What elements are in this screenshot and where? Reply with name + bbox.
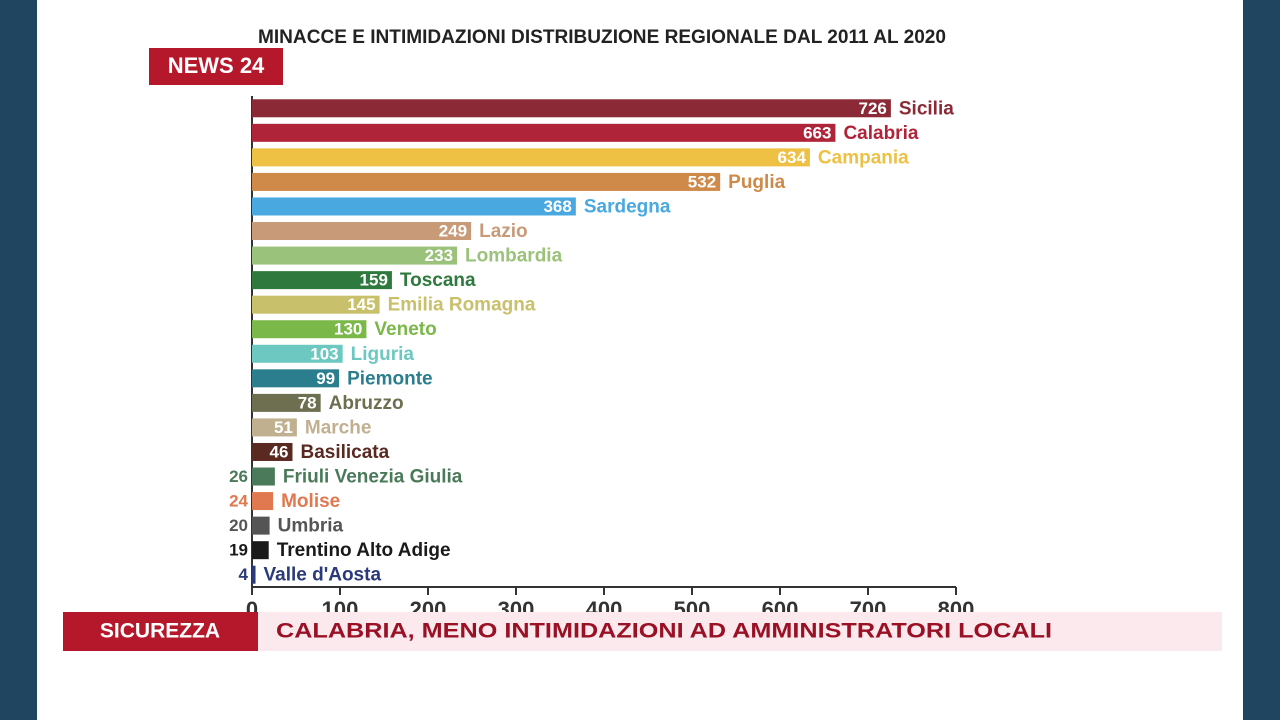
category-label: Veneto: [374, 319, 436, 340]
side-bar: [0, 0, 37, 720]
bar: [252, 172, 721, 191]
value-label: 26: [229, 467, 248, 486]
ticker-section: SICUREZZA: [100, 620, 220, 643]
category-label: Lazio: [479, 221, 528, 242]
category-label: Valle d'Aosta: [264, 565, 382, 586]
value-label: 24: [229, 492, 248, 511]
bar: [252, 295, 380, 314]
category-label: Toscana: [400, 270, 476, 291]
bar: [252, 99, 891, 118]
bar: [252, 467, 275, 486]
value-label: 663: [803, 123, 831, 142]
bar: [252, 271, 392, 290]
category-label: Molise: [281, 491, 340, 512]
category-label: Liguria: [351, 344, 415, 365]
category-label: Basilicata: [300, 442, 389, 463]
value-label: 103: [310, 344, 338, 363]
value-label: 532: [688, 172, 716, 191]
category-label: Campania: [818, 147, 909, 168]
bar: [252, 222, 472, 241]
value-label: 99: [316, 369, 335, 388]
category-label: Umbria: [278, 516, 344, 537]
category-label: Piemonte: [347, 368, 433, 389]
value-label: 78: [298, 393, 317, 412]
bar: [252, 516, 270, 535]
side-bar: [1243, 0, 1280, 720]
bar: [252, 320, 367, 339]
logo-box: [149, 48, 283, 85]
ticker-headline: CALABRIA, MENO INTIMIDAZIONI AD AMMINIST…: [276, 620, 1052, 643]
bar: [252, 246, 458, 265]
bar: [252, 393, 321, 412]
bar: [252, 369, 340, 388]
bar: [252, 344, 343, 363]
ticker-band: [258, 612, 1222, 651]
bar: [252, 418, 297, 437]
value-label: 368: [543, 197, 571, 216]
logo: NEWS 24: [168, 53, 265, 78]
bar: [252, 148, 810, 167]
category-label: Marche: [305, 417, 372, 438]
bar: [252, 123, 836, 142]
value-label: 51: [274, 418, 293, 437]
category-label: Sardegna: [584, 196, 671, 217]
value-label: 634: [778, 148, 807, 167]
value-label: 249: [439, 222, 467, 241]
chart-title: MINACCE E INTIMIDAZIONI DISTRIBUZIONE RE…: [258, 27, 946, 48]
value-label: 19: [229, 541, 248, 560]
category-label: Calabria: [843, 123, 918, 144]
bar: [252, 541, 269, 560]
value-label: 159: [360, 271, 388, 290]
value-label: 46: [270, 442, 289, 461]
category-label: Emilia Romagna: [388, 295, 536, 316]
category-label: Friuli Venezia Giulia: [283, 467, 463, 488]
category-label: Puglia: [728, 172, 785, 193]
bar: [252, 442, 293, 461]
category-label: Abruzzo: [329, 393, 404, 414]
value-label: 145: [347, 295, 375, 314]
value-label: 233: [425, 246, 453, 265]
bar: [252, 197, 576, 216]
category-label: Lombardia: [465, 246, 563, 267]
value-label: 20: [229, 516, 248, 535]
bar: [252, 565, 256, 584]
value-label: 4: [239, 565, 249, 584]
category-label: Sicilia: [899, 98, 954, 119]
bar: [252, 492, 274, 511]
value-label: 726: [859, 99, 887, 118]
ticker-section-box: [63, 612, 258, 651]
category-label: Trentino Alto Adige: [277, 540, 451, 561]
value-label: 130: [334, 320, 362, 339]
